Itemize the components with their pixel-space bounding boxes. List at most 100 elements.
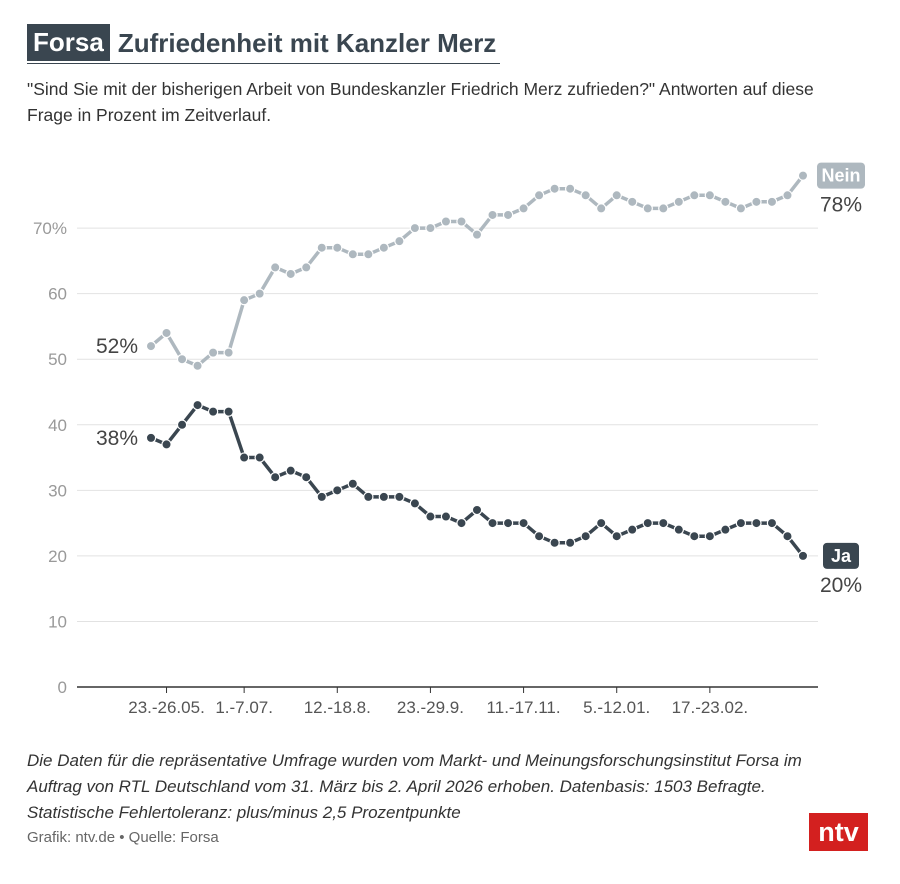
data-point-ja bbox=[735, 517, 747, 529]
y-tick-label: 30 bbox=[48, 481, 67, 500]
data-point-nein bbox=[161, 327, 172, 339]
data-point-nein bbox=[363, 249, 374, 260]
data-point-ja bbox=[207, 406, 219, 417]
data-point-ja bbox=[456, 517, 467, 529]
footnote: Die Daten für die repräsentative Umfrage… bbox=[27, 751, 802, 822]
data-point-nein bbox=[269, 262, 281, 273]
chart-title: Zufriedenheit mit Kanzler Merz bbox=[117, 27, 497, 58]
legend-badge-ja bbox=[823, 542, 859, 569]
x-tick-label: 11.-17.11. bbox=[487, 698, 561, 717]
data-point-ja bbox=[782, 531, 793, 542]
data-point-nein bbox=[502, 209, 514, 221]
data-point-nein bbox=[425, 222, 436, 234]
data-point-ja bbox=[518, 517, 529, 529]
data-point-nein bbox=[285, 268, 296, 280]
series-line-ja bbox=[149, 403, 805, 558]
data-point-ja bbox=[316, 491, 327, 503]
data-point-ja bbox=[549, 537, 560, 548]
data-point-nein bbox=[378, 242, 390, 253]
data-point-ja bbox=[285, 465, 296, 476]
x-tick-label: 5.-12.01. bbox=[583, 698, 650, 717]
start-value-label-ja: 38% bbox=[96, 427, 138, 450]
x-tick-label: 1.-7.07. bbox=[215, 698, 273, 717]
data-point-nein bbox=[735, 203, 747, 214]
data-point-ja bbox=[658, 517, 669, 529]
data-point-ja bbox=[642, 517, 653, 529]
data-point-ja bbox=[440, 511, 452, 522]
data-point-nein bbox=[176, 353, 188, 365]
data-point-nein bbox=[673, 196, 685, 208]
data-point-ja bbox=[378, 491, 390, 503]
data-point-nein bbox=[301, 262, 312, 273]
data-point-ja bbox=[269, 472, 281, 483]
data-point-nein bbox=[254, 288, 265, 299]
credit-line: Grafik: ntv.de • Quelle: Forsa bbox=[27, 829, 219, 846]
data-point-ja bbox=[689, 531, 700, 542]
data-point-ja bbox=[704, 531, 716, 542]
legend-label-ja: Ja bbox=[831, 546, 852, 566]
data-point-ja bbox=[394, 491, 405, 503]
data-point-nein bbox=[689, 190, 700, 201]
ntv-logo: ntv bbox=[809, 813, 868, 851]
data-point-nein bbox=[207, 347, 219, 358]
legend-label-nein: Nein bbox=[821, 166, 860, 186]
data-point-ja bbox=[502, 517, 514, 529]
data-point-ja bbox=[161, 439, 172, 450]
data-point-nein bbox=[440, 216, 452, 227]
data-point-nein bbox=[533, 190, 545, 201]
chart-header: Forsa Zufriedenheit mit Kanzler Merz bbox=[27, 24, 501, 64]
data-point-ja bbox=[487, 517, 498, 529]
end-value-label-nein: 78% bbox=[820, 194, 862, 217]
data-point-ja bbox=[533, 531, 545, 542]
data-point-nein bbox=[145, 340, 157, 352]
data-point-nein bbox=[394, 235, 405, 247]
data-point-ja bbox=[301, 472, 312, 483]
data-point-ja bbox=[627, 524, 638, 535]
data-point-nein bbox=[409, 222, 421, 234]
y-tick-label: 20 bbox=[48, 547, 67, 566]
data-point-ja bbox=[176, 419, 188, 430]
data-point-nein bbox=[627, 196, 638, 208]
data-point-ja bbox=[332, 485, 343, 496]
data-point-ja bbox=[611, 531, 622, 542]
y-tick-label: 70% bbox=[33, 219, 67, 238]
start-value-label-nein: 52% bbox=[96, 335, 138, 358]
data-point-ja bbox=[238, 452, 250, 463]
data-point-ja bbox=[580, 531, 591, 542]
data-point-nein bbox=[564, 183, 576, 194]
data-point-nein bbox=[471, 229, 483, 240]
source-badge: Forsa bbox=[27, 24, 110, 61]
data-point-ja bbox=[192, 399, 203, 411]
data-point-ja bbox=[145, 432, 157, 444]
data-point-nein bbox=[487, 209, 498, 221]
chart-subtitle: "Sind Sie mit der bisherigen Arbeit von … bbox=[27, 79, 814, 125]
data-point-nein bbox=[347, 249, 359, 260]
data-point-ja bbox=[471, 504, 483, 516]
data-point-nein bbox=[797, 170, 809, 181]
y-tick-label: 40 bbox=[48, 416, 67, 435]
data-point-nein bbox=[766, 196, 778, 208]
logo-text: ntv bbox=[818, 817, 859, 847]
line-chart: 0 10 20 30 40 50 60 70% 23.-26.05. 1.-7.07. 12.-18… bbox=[33, 162, 865, 717]
data-point-ja bbox=[595, 517, 607, 529]
data-point-ja bbox=[797, 550, 809, 562]
data-point-ja bbox=[409, 498, 421, 509]
data-point-nein bbox=[316, 242, 327, 253]
data-point-nein bbox=[782, 190, 793, 201]
data-point-nein bbox=[192, 360, 203, 371]
data-point-ja bbox=[254, 452, 265, 463]
data-point-nein bbox=[223, 347, 234, 358]
y-tick-label: 60 bbox=[48, 285, 67, 304]
end-value-label-ja: 20% bbox=[820, 574, 862, 597]
data-point-nein bbox=[332, 242, 343, 253]
data-point-ja bbox=[720, 524, 731, 535]
data-point-ja bbox=[673, 524, 685, 535]
data-point-nein bbox=[704, 190, 716, 201]
data-point-ja bbox=[766, 517, 778, 529]
data-point-nein bbox=[580, 190, 591, 201]
y-tick-label: 10 bbox=[48, 612, 67, 631]
x-tick-label: 23.-29.9. bbox=[397, 698, 464, 717]
legend-badge-nein bbox=[817, 162, 865, 189]
data-point-nein bbox=[751, 196, 762, 208]
data-point-ja bbox=[425, 511, 436, 522]
